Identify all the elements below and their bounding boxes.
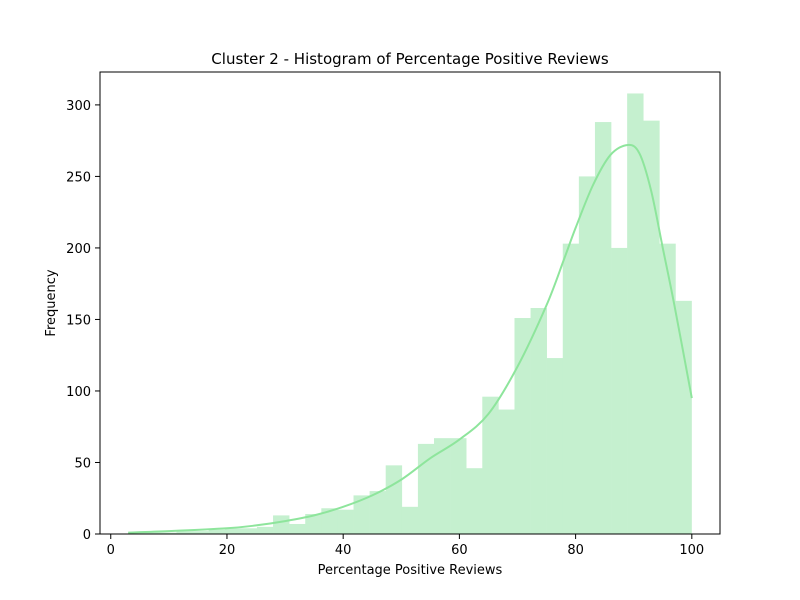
histogram-bar — [401, 506, 419, 534]
x-tick-label: 60 — [451, 543, 468, 558]
histogram-bar — [160, 532, 177, 534]
x-tick-label: 0 — [107, 543, 115, 558]
plot-frame — [99, 71, 721, 535]
x-tick-label: 80 — [567, 543, 584, 558]
histogram-bar — [433, 438, 451, 534]
histogram-bar — [273, 515, 290, 534]
histogram-bar — [466, 468, 483, 534]
histogram-bar — [562, 243, 580, 534]
x-tick-label: 20 — [219, 543, 236, 558]
histogram-bar — [546, 358, 564, 534]
histogram-bar — [417, 443, 435, 534]
y-tick-label: 200 — [66, 242, 91, 257]
histogram-bar — [369, 491, 387, 534]
y-axis-ticks: 0 50 100 150 200 250 300 — [66, 99, 100, 543]
x-tick-label: 100 — [679, 543, 704, 558]
histogram-bar — [224, 528, 242, 534]
y-tick-label: 0 — [83, 528, 91, 543]
histogram-bar — [305, 513, 322, 534]
histogram-bar — [675, 300, 692, 534]
histogram-bar — [192, 531, 209, 534]
histogram-bars — [128, 93, 692, 534]
histogram-bar — [385, 465, 403, 534]
y-axis-label: Frequency — [44, 269, 59, 336]
histogram-bar — [256, 526, 274, 534]
y-tick-label: 300 — [66, 99, 91, 114]
x-tick-label: 40 — [335, 543, 352, 558]
histogram-bar — [144, 532, 161, 534]
y-tick-label: 100 — [66, 385, 91, 400]
histogram-bar — [176, 531, 193, 534]
histogram-bar — [240, 528, 258, 534]
histogram-bar — [627, 93, 644, 534]
histogram-bar — [611, 247, 628, 534]
histogram-bar — [530, 308, 547, 534]
histogram-bar — [594, 122, 612, 534]
x-axis-label: Percentage Positive Reviews — [318, 563, 503, 578]
histogram-bar — [337, 509, 354, 534]
histogram-bar — [482, 396, 499, 534]
histogram-bar — [289, 523, 306, 534]
histogram-bar — [659, 243, 676, 534]
histogram-bar — [208, 529, 226, 534]
histogram-bar — [450, 438, 467, 534]
chart-title: Cluster 2 - Histogram of Percentage Posi… — [211, 50, 609, 68]
x-axis-ticks: 0 20 40 60 80 100 — [107, 534, 704, 558]
histogram-bar — [321, 508, 338, 534]
kde-line — [128, 143, 693, 534]
y-tick-label: 250 — [66, 170, 91, 185]
histogram-bar — [353, 495, 370, 534]
histogram-bar — [578, 176, 596, 534]
y-tick-label: 50 — [74, 456, 91, 471]
histogram-bar — [643, 120, 660, 534]
y-tick-label: 150 — [66, 313, 91, 328]
histogram-bar — [514, 318, 531, 534]
histogram-bar — [498, 409, 515, 534]
